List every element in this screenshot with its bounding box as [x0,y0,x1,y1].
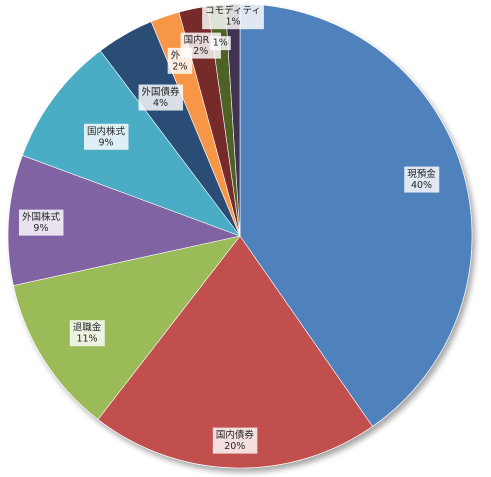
label-percent-6: 2% [172,61,187,72]
label-box-3 [18,209,64,236]
label-percent-5: 4% [153,98,168,109]
label-box-4 [83,123,129,150]
label-percent-0: 40% [411,180,432,191]
label-box-8 [209,36,231,51]
label-name-2: 退職金 [73,322,102,334]
pie-slice-3 [7,155,242,286]
label-name-1: 国内債券 [216,429,255,441]
pie-slice-2 [13,235,241,420]
label-percent-1: 20% [224,441,245,452]
label-box-9 [202,3,264,30]
data-label-8: 1% [209,36,231,51]
label-name-4: 国内株式 [87,125,126,137]
label-name-7: 国内R... [184,34,218,46]
label-box-0 [404,166,440,193]
label-percent-8: 1% [213,38,228,49]
label-name-9: コモディティ [205,5,261,17]
label-percent-9: 1% [225,17,240,28]
label-name-5: 外国債券 [142,86,181,98]
pie-slice-4 [22,50,241,237]
pie-data-labels: 現預金40%国内債券20%退職金11%外国株式9%国内株式9%外国債券4%外..… [18,3,440,454]
label-percent-2: 11% [76,334,97,345]
pie-slice-1 [97,235,373,469]
label-percent-4: 9% [98,137,113,148]
label-box-1 [212,427,258,454]
pie-slices [7,3,473,469]
label-name-3: 外国株式 [22,211,61,223]
label-name-0: 現預金 [407,168,436,180]
label-percent-7: 2% [193,46,208,57]
label-box-2 [69,320,105,347]
label-percent-3: 9% [33,223,48,234]
label-box-5 [138,84,184,111]
pie-slice-0 [239,3,473,427]
